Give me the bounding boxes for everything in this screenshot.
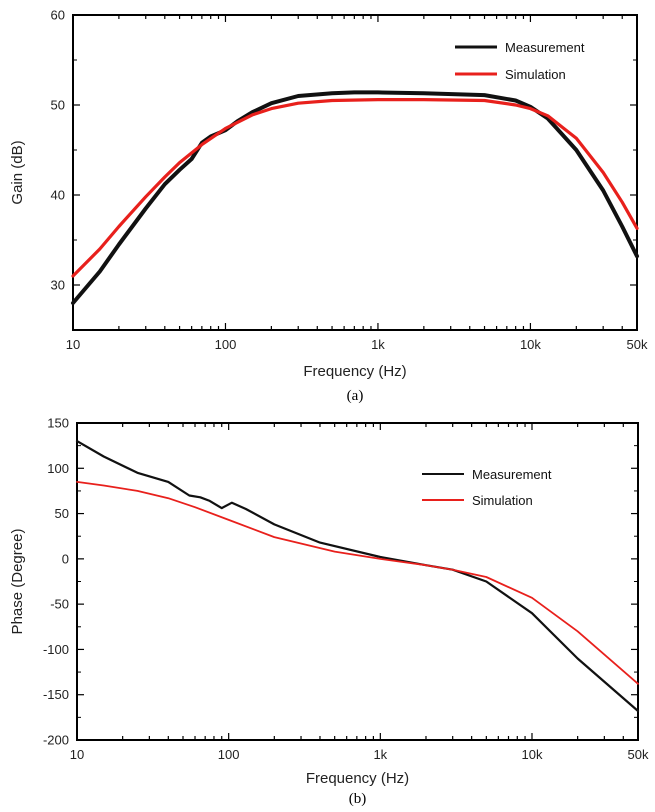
y-tick-label: 150 <box>47 416 69 431</box>
y-tick-label: 40 <box>51 188 65 203</box>
x-tick-label: 1k <box>371 337 385 352</box>
y-tick-label: 100 <box>47 461 69 476</box>
x-tick-label: 10 <box>70 747 84 762</box>
y-tick-label: 50 <box>51 98 65 113</box>
y-tick-label: -150 <box>43 687 69 702</box>
x-axis-label: Frequency (Hz) <box>306 770 409 787</box>
x-tick-label: 50k <box>627 337 648 352</box>
plot-frame <box>72 14 638 331</box>
y-axis-label: Phase (Degree) <box>9 529 26 635</box>
x-axis-label: Frequency (Hz) <box>303 363 406 380</box>
legend-label-measurement: Measurement <box>472 467 552 482</box>
series-line-measurement <box>75 440 640 713</box>
x-tick-label: 10 <box>66 337 80 352</box>
y-tick-label: 0 <box>62 551 69 566</box>
x-tick-label: 10k <box>522 747 543 762</box>
figure-caption: (a) <box>347 388 364 404</box>
x-tick-label: 10k <box>520 337 541 352</box>
x-tick-label: 100 <box>218 747 240 762</box>
x-tick-label: 50k <box>628 747 649 762</box>
chart-phase: 10 100 1k 10k 50k -200 -150 -100 -50 0 50 100 150 Mea… <box>9 416 649 808</box>
y-tick-label: -200 <box>43 733 69 748</box>
series-line-simulation <box>76 481 639 685</box>
series-line-measurement <box>71 90 639 305</box>
legend-label-measurement: Measurement <box>505 40 585 55</box>
figure-caption: (b) <box>349 791 367 807</box>
plot-frame <box>76 422 639 741</box>
y-tick-label: -50 <box>50 597 69 612</box>
y-axis-label: Gain (dB) <box>9 140 26 204</box>
x-tick-label: 1k <box>373 747 387 762</box>
y-tick-label: 30 <box>51 278 65 293</box>
legend-label-simulation: Simulation <box>472 493 533 508</box>
y-tick-label: -100 <box>43 642 69 657</box>
legend-label-simulation: Simulation <box>505 67 566 82</box>
x-tick-label: 100 <box>215 337 237 352</box>
y-tick-label: 60 <box>51 8 65 23</box>
y-tick-label: 50 <box>55 506 69 521</box>
series-line-simulation <box>71 98 639 278</box>
chart-gain: 10 100 1k 10k 50k 30 40 50 60 Measurement Simulati… <box>9 8 648 405</box>
